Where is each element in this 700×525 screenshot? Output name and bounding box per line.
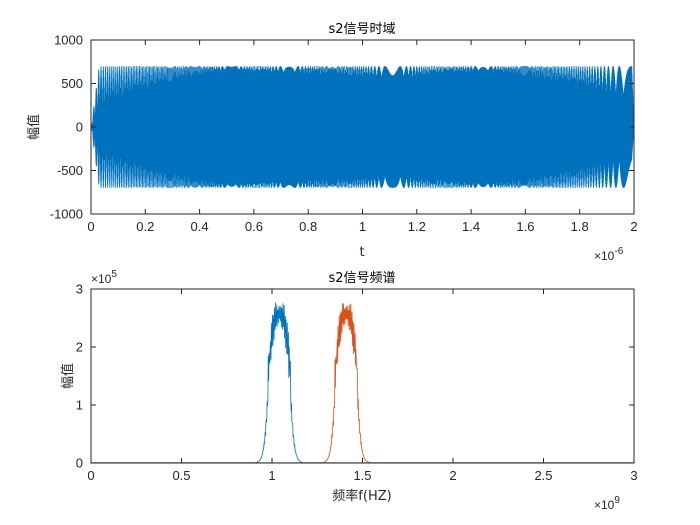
spectrum-y-tick-label: 1 (76, 398, 83, 413)
spectrum-y-exponent: ×105 (91, 269, 117, 286)
spectrum-y-exponent-power: 5 (111, 269, 117, 280)
time-x-tick-label: 0.8 (299, 219, 317, 234)
time-y-axis-label: 幅值 (26, 114, 42, 140)
spectrum-y-tick-label: 3 (76, 282, 83, 297)
spectrum-x-axis-label: 频率f(HZ) (332, 488, 391, 504)
spectrum-x-tick-label: 3 (630, 468, 637, 483)
chirp-line (90, 66, 635, 188)
spectrum-plot-area (91, 289, 634, 463)
time-y-tick-label: 0 (76, 120, 83, 135)
time-chart-title: s2信号时域 (328, 22, 395, 37)
time-x-tick-label: 1.2 (408, 219, 426, 234)
spectrum-x-exponent-power: 9 (614, 495, 620, 506)
time-x-exponent: ×10-6 (594, 246, 624, 263)
spectrum-x-tick-label: 2 (449, 468, 456, 483)
spectrum-y-tick-label: 2 (76, 340, 83, 355)
time-axis-ticks: 0 0.2 0.4 0.6 0.8 1 1.2 1.4 1.6 1.8 2 -1000 -500 0 500… (50, 33, 638, 235)
spectrum-chart-title: s2信号频谱 (328, 271, 395, 286)
spectrum-x-tick-label: 0 (87, 468, 94, 483)
spectrum-y-axis-label: 幅值 (60, 363, 76, 389)
time-x-tick-label: 0.6 (245, 219, 263, 234)
time-x-exponent-power: -6 (614, 246, 623, 257)
time-x-tick-label: 2 (630, 219, 637, 234)
spectrum-x-tick-label: 0.5 (172, 468, 190, 483)
spectrum-x-exponent-base: ×10 (594, 498, 615, 512)
time-y-tick-label: -500 (57, 163, 83, 178)
spectrum-axis-ticks: 0 0.5 1 1.5 2 2.5 3 0 1 2 3 (76, 282, 638, 484)
spectrum-y-exponent-base: ×10 (91, 272, 112, 286)
spectrum-x-tick-label: 2.5 (534, 468, 552, 483)
spectrum-x-tick-label: 1.5 (353, 468, 371, 483)
time-x-tick-label: 1.6 (516, 219, 534, 234)
time-y-tick-label: -1000 (50, 207, 83, 222)
time-domain-subplot: 0 0.2 0.4 0.6 0.8 1 1.2 1.4 1.6 1.8 2 -1000 -500 0 500… (26, 22, 638, 263)
spectrum-y-tick-label: 0 (76, 456, 83, 471)
time-signal-series (90, 66, 635, 188)
spectrum-x-tick-label: 1 (268, 468, 275, 483)
time-x-tick-label: 1.8 (571, 219, 589, 234)
spectrum-x-exponent: ×109 (594, 495, 620, 512)
time-y-tick-label: 1000 (54, 33, 83, 48)
time-x-tick-label: 0.2 (136, 219, 154, 234)
time-y-tick-label: 500 (61, 76, 83, 91)
time-x-tick-label: 1.4 (462, 219, 480, 234)
time-x-tick-label: 1 (359, 219, 366, 234)
time-x-tick-label: 0 (87, 219, 94, 234)
time-x-exponent-base: ×10 (594, 249, 615, 263)
time-x-axis-label: t (359, 245, 364, 260)
time-x-tick-label: 0.4 (191, 219, 209, 234)
